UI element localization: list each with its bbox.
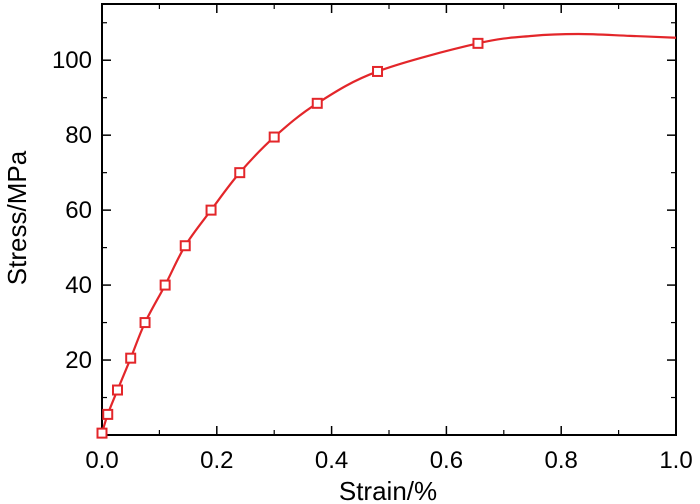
x-tick-label: 1.0 [659,447,692,474]
x-tick-label: 0.2 [200,447,233,474]
data-point-marker [472,37,484,49]
y-tick-label: 40 [65,272,92,299]
y-tick-label: 60 [65,197,92,224]
series-markers [96,37,484,439]
data-point-marker [125,352,137,364]
data-point-marker [159,279,171,291]
data-point-marker [96,427,108,439]
data-point-marker [311,97,323,109]
data-point-marker [179,240,191,252]
data-point-marker [111,384,123,396]
data-point-marker [139,317,151,329]
data-point-marker [205,204,217,216]
x-axis-label: Strain/% [339,476,437,504]
x-tick-label: 0.6 [430,447,463,474]
data-point-marker [102,408,114,420]
data-point-marker [372,65,384,77]
y-axis-label: Stress/MPa [2,150,32,285]
data-point-marker [234,167,246,179]
plot-frame [101,3,677,436]
x-tick-label: 0.0 [85,447,118,474]
tick-labels: 0.0 0.2 0.4 0.6 0.8 1.0 20 40 60 80 100 [52,47,693,474]
y-tick-label: 20 [65,347,92,374]
ticks [101,4,677,435]
series-curve [100,32,677,434]
x-tick-label: 0.8 [545,447,578,474]
y-tick-label: 80 [65,122,92,149]
axes [101,3,677,436]
data-point-marker [268,131,280,143]
y-tick-label: 100 [52,47,92,74]
x-tick-label: 0.4 [315,447,348,474]
